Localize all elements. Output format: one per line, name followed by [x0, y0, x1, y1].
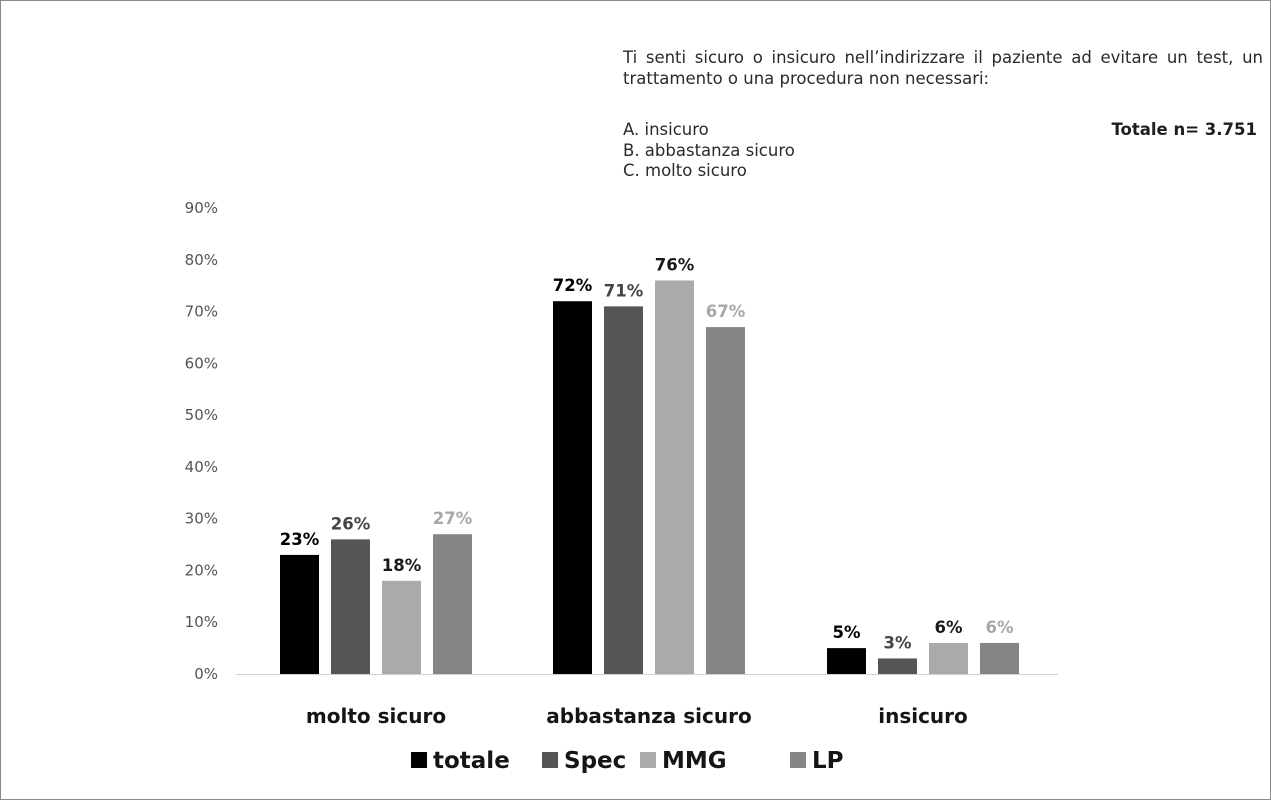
bar-mmg	[655, 280, 694, 674]
y-tick-label: 70%	[185, 303, 218, 321]
bar-spec	[331, 539, 370, 674]
legend: totale Spec MMG LP	[411, 748, 844, 774]
total-sample-label: Totale n= 3.751	[1111, 120, 1257, 139]
data-label: 6%	[985, 618, 1013, 637]
y-tick-label: 90%	[185, 199, 218, 217]
bar-group: 5% 3% 6% 6%	[827, 618, 1019, 674]
bar-lp	[706, 327, 745, 674]
y-tick-label: 40%	[185, 458, 218, 476]
legend-label: Spec	[564, 748, 626, 774]
legend-label: LP	[812, 748, 844, 774]
legend-swatch	[640, 752, 656, 768]
legend-item-lp: LP	[790, 748, 844, 774]
y-tick-label: 30%	[185, 510, 218, 528]
data-label: 76%	[655, 255, 695, 274]
data-label: 18%	[382, 556, 422, 575]
bar-group: 72% 71% 76% 67%	[553, 255, 746, 674]
legend-label: totale	[433, 748, 510, 774]
bar-totale	[553, 301, 592, 674]
data-label: 26%	[331, 514, 371, 533]
option-c: C. molto sicuro	[623, 161, 747, 180]
bar-lp	[980, 642, 1019, 674]
data-label: 27%	[433, 509, 473, 528]
bar-group: 23% 26% 18% 27%	[280, 509, 473, 674]
bar-lp	[433, 534, 472, 674]
data-label: 6%	[934, 618, 962, 637]
y-axis: 0% 10% 20% 30% 40% 50% 60% 70% 80% 90%	[185, 199, 218, 683]
data-label: 5%	[832, 623, 860, 642]
legend-label: MMG	[662, 748, 727, 774]
category-label: insicuro	[878, 704, 968, 728]
bar-spec	[604, 306, 643, 674]
bar-totale	[827, 648, 866, 674]
legend-item-mmg: MMG	[640, 748, 727, 774]
legend-swatch	[411, 752, 427, 768]
question-text: Ti senti sicuro o insicuro nell’indirizz…	[623, 48, 1263, 88]
legend-swatch	[790, 752, 806, 768]
category-label: abbastanza sicuro	[546, 704, 751, 728]
data-label: 3%	[883, 633, 911, 652]
category-label: molto sicuro	[306, 704, 446, 728]
y-tick-label: 20%	[185, 561, 218, 579]
y-tick-label: 50%	[185, 406, 218, 424]
data-label: 23%	[280, 530, 320, 549]
bar-totale	[280, 554, 319, 674]
option-a: A. insicuro	[623, 120, 709, 139]
option-b: B. abbastanza sicuro	[623, 140, 795, 160]
y-tick-label: 0%	[194, 665, 218, 683]
legend-swatch	[542, 752, 558, 768]
bar-groups: 23% 26% 18% 27% 72% 71% 76% 67% 5% 3% 6% 6%	[280, 255, 1019, 674]
y-tick-label: 10%	[185, 613, 218, 631]
bar-mmg	[382, 580, 421, 674]
legend-item-spec: Spec	[542, 748, 626, 774]
y-tick-label: 60%	[185, 354, 218, 372]
data-label: 67%	[706, 302, 746, 321]
y-tick-label: 80%	[185, 251, 218, 269]
answer-options: A. insicuro B. abbastanza sicuro C. molt…	[623, 120, 795, 182]
category-labels: molto sicuro abbastanza sicuro insicuro	[306, 704, 968, 728]
bar-mmg	[929, 642, 968, 674]
data-label: 72%	[553, 276, 593, 295]
data-label: 71%	[604, 281, 644, 300]
legend-item-totale: totale	[411, 748, 510, 774]
bar-spec	[878, 658, 917, 674]
